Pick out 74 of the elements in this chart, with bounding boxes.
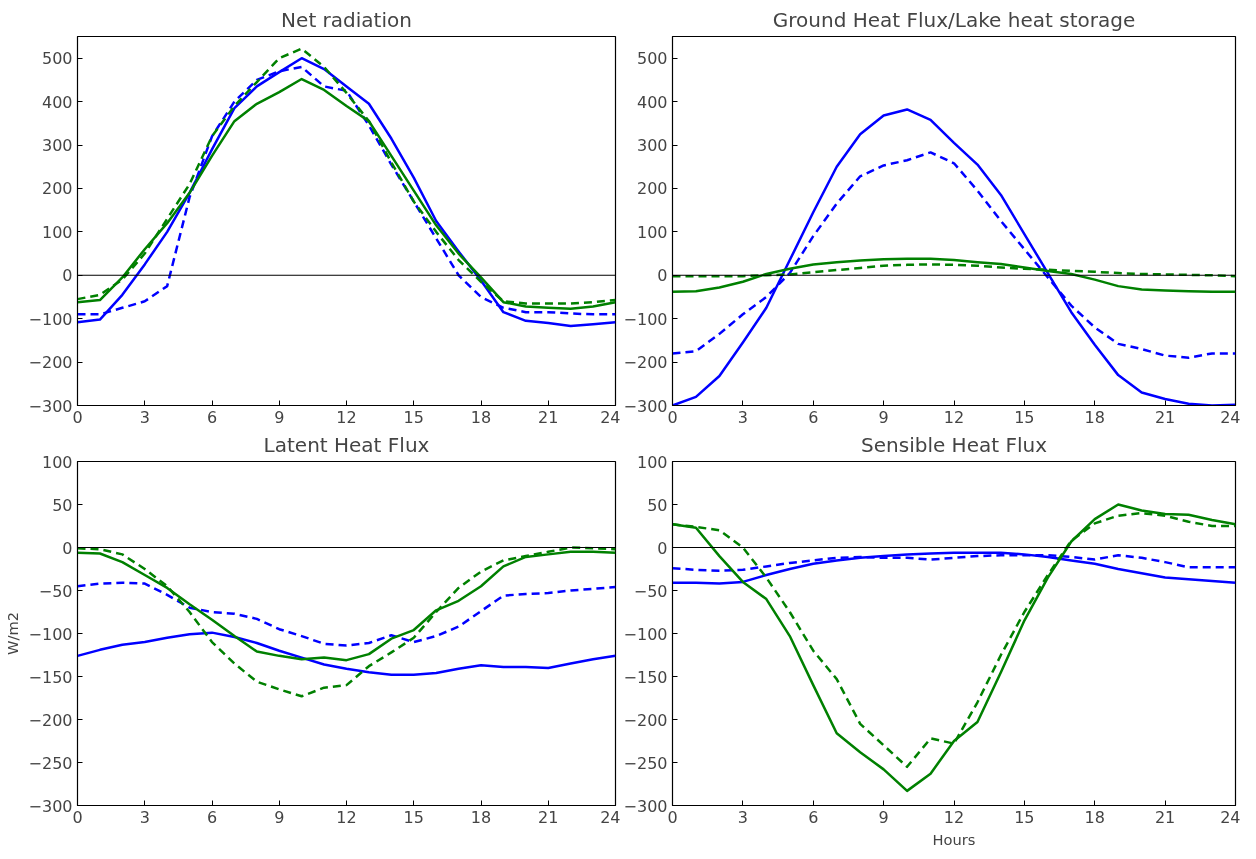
y-tick-label: −100: [28, 624, 73, 644]
y-tick-label: −200: [623, 353, 668, 373]
chart-title: Net radiation: [281, 7, 412, 32]
y-tick-label: −150: [623, 667, 668, 687]
y-tick-label: 50: [52, 495, 73, 515]
chart-title: Sensible Heat Flux: [861, 432, 1048, 457]
x-tick-label: 21: [1154, 807, 1176, 827]
x-tick-label: 15: [403, 407, 424, 427]
x-tick-label: 18: [470, 807, 492, 827]
y-tick-label: 300: [41, 136, 73, 156]
y-tick-label: −250: [623, 753, 668, 773]
x-tick-label: 6: [808, 407, 819, 427]
y-axis-title: W/m2: [3, 611, 21, 656]
x-tick-label: 9: [274, 407, 285, 427]
y-tick-label: 200: [41, 179, 73, 199]
x-tick-label: 9: [878, 407, 889, 427]
x-tick-label: 12: [336, 407, 357, 427]
y-tick-label: 100: [636, 452, 668, 472]
y-tick-label: −100: [623, 309, 668, 329]
y-tick-label: 400: [41, 92, 73, 112]
x-tick-label: 3: [737, 807, 748, 827]
y-tick-label: 50: [647, 495, 668, 515]
y-tick-label: −200: [28, 710, 73, 730]
y-tick-label: 100: [636, 222, 668, 242]
x-tick-label: 6: [808, 807, 819, 827]
y-tick-label: 100: [41, 222, 73, 242]
y-tick-label: 0: [62, 538, 73, 558]
y-tick-label: 500: [41, 49, 73, 69]
y-tick-label: −200: [28, 353, 73, 373]
x-tick-label: 21: [1154, 407, 1176, 427]
x-axis-title: Hours: [932, 830, 976, 848]
y-tick-label: −200: [623, 710, 668, 730]
y-tick-label: −150: [28, 667, 73, 687]
x-tick-label: 18: [1084, 807, 1105, 827]
x-tick-label: 3: [139, 407, 150, 427]
y-tick-label: −50: [633, 581, 668, 601]
x-tick-label: 9: [274, 807, 285, 827]
x-tick-label: 15: [403, 807, 424, 827]
chart-title: Ground Heat Flux/Lake heat storage: [772, 7, 1136, 32]
y-tick-label: 300: [636, 136, 668, 156]
x-tick-label: 21: [538, 807, 559, 827]
x-tick-label: 3: [139, 807, 150, 827]
y-tick-label: −300: [623, 396, 668, 416]
y-tick-label: 0: [62, 266, 73, 286]
y-tick-label: −50: [38, 581, 73, 601]
y-tick-label: −300: [28, 396, 73, 416]
x-tick-label: 6: [206, 407, 218, 427]
x-tick-label: 12: [943, 407, 965, 427]
y-tick-label: 200: [636, 179, 668, 199]
y-tick-label: 0: [657, 538, 668, 558]
y-tick-label: −100: [623, 624, 668, 644]
y-tick-label: 400: [636, 92, 668, 112]
y-tick-label: −100: [28, 309, 73, 329]
x-tick-label: 24: [600, 407, 621, 427]
x-tick-label: 24: [1220, 807, 1241, 827]
x-tick-label: 9: [878, 807, 889, 827]
x-tick-label: 18: [1084, 407, 1105, 427]
x-tick-label: 15: [1014, 407, 1035, 427]
y-tick-label: −300: [28, 796, 73, 816]
x-tick-label: 12: [943, 807, 965, 827]
y-tick-label: 100: [41, 452, 73, 472]
x-tick-label: 15: [1014, 807, 1035, 827]
chart-title: Latent Heat Flux: [263, 432, 430, 457]
y-tick-label: −250: [28, 753, 73, 773]
x-tick-label: 21: [538, 407, 559, 427]
x-tick-label: 3: [737, 407, 748, 427]
y-tick-label: 0: [657, 266, 668, 286]
x-tick-label: 12: [336, 807, 357, 827]
x-tick-label: 24: [600, 807, 621, 827]
x-tick-label: 6: [206, 807, 218, 827]
y-tick-label: −300: [623, 796, 668, 816]
y-tick-label: 500: [636, 49, 668, 69]
x-tick-label: 18: [470, 407, 492, 427]
x-tick-label: 24: [1220, 407, 1241, 427]
